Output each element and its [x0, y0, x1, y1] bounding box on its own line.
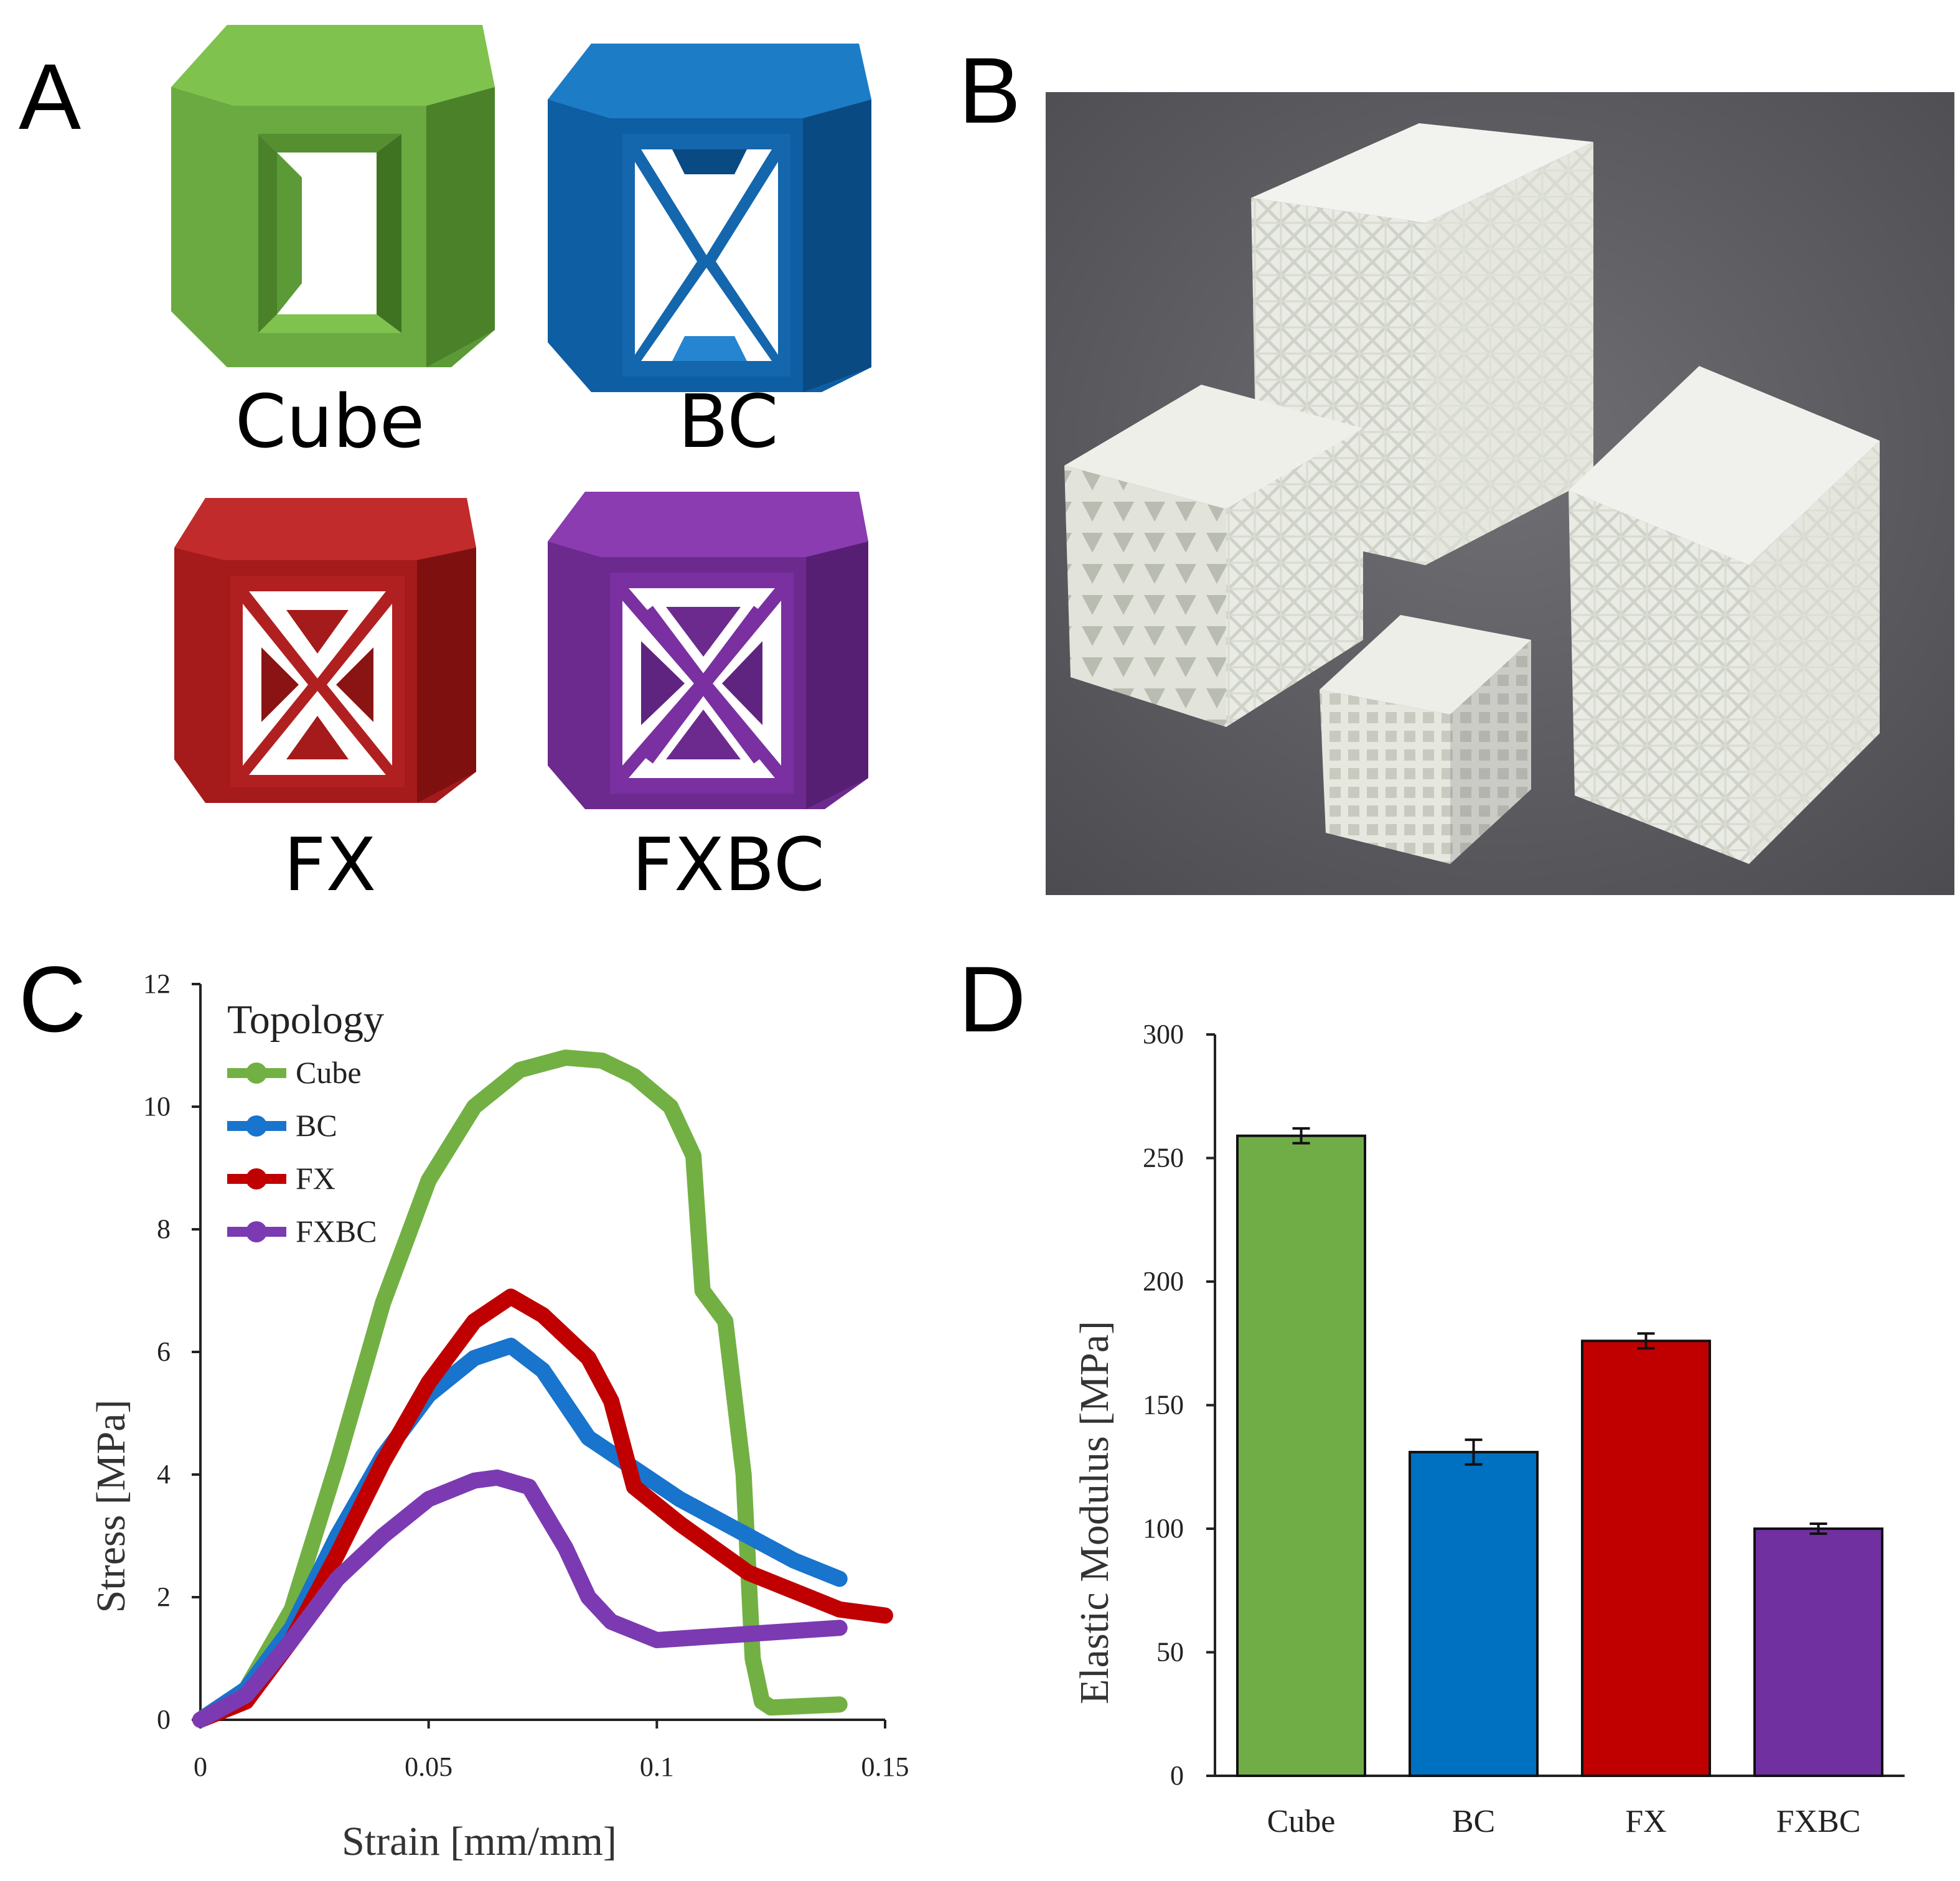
bar-y-tick-label: 50	[1156, 1637, 1184, 1668]
bar-category-label-fx: FX	[1625, 1804, 1666, 1839]
bar-y-tick-label: 200	[1143, 1266, 1184, 1297]
bar-y-axis-label: Elastic Modulus [MPa]	[1072, 1321, 1117, 1704]
cube-lattice-icon	[171, 25, 495, 367]
lattice-sample-medium-left	[1064, 385, 1363, 727]
legend-marker-bc	[246, 1115, 267, 1137]
legend-marker-fx	[246, 1168, 267, 1189]
printed-lattice-photo	[1046, 92, 1954, 895]
y-tick-label: 12	[143, 969, 171, 999]
legend-marker-cube	[246, 1062, 267, 1084]
bar-y-tick-label: 250	[1143, 1143, 1184, 1173]
lattice-sample-medium-right	[1568, 366, 1880, 864]
bar-category-label-fxbc: FXBC	[1776, 1804, 1861, 1839]
unit-cell-label-fx: FX	[283, 822, 377, 908]
stress-strain-chart: 0 2 4 6 8 10 12 0 0.05 0.1 0.15 Topology Cube BC FX F…	[88, 969, 909, 1864]
lattice-sample-small	[1320, 615, 1531, 864]
bar-y-tick-label: 100	[1143, 1513, 1184, 1544]
panel-letter-b: B	[959, 38, 1021, 143]
x-axis-label: Strain [mm/mm]	[342, 1819, 617, 1864]
unit-cell-label-fxbc: FXBC	[632, 822, 825, 908]
legend-title: Topology	[227, 997, 384, 1043]
x-tick-label: 0.1	[640, 1752, 674, 1782]
bar-fxbc	[1753, 1527, 1883, 1777]
panel-letter-c: C	[19, 947, 87, 1051]
unit-cell-label-bc: BC	[678, 378, 779, 464]
bar-category-label-cube: Cube	[1267, 1804, 1336, 1839]
bar-category-label-bc: BC	[1452, 1804, 1495, 1839]
panel-letter-d: D	[959, 947, 1026, 1051]
x-tick-label: 0	[194, 1752, 207, 1782]
legend-marker-fxbc	[246, 1221, 267, 1242]
bar-y-tick-label: 150	[1143, 1390, 1184, 1420]
bar-y-tick-label: 0	[1170, 1760, 1184, 1791]
y-tick-label: 10	[143, 1091, 171, 1122]
fxbc-lattice-icon	[548, 492, 868, 809]
fx-lattice-icon	[174, 498, 476, 803]
panel-letter-a: A	[19, 44, 82, 149]
bar-y-tick-label: 300	[1143, 1019, 1184, 1049]
y-tick-label: 2	[157, 1582, 171, 1612]
series-line-bc	[192, 1338, 848, 1728]
y-tick-label: 6	[157, 1336, 171, 1367]
legend-label-cube: Cube	[296, 1055, 362, 1090]
bc-lattice-icon	[548, 44, 871, 392]
legend-label-bc: BC	[296, 1108, 337, 1143]
series-line-fxbc	[192, 1469, 848, 1728]
y-tick-label: 8	[157, 1214, 171, 1244]
bar-cube	[1236, 1134, 1366, 1777]
unit-cell-grid	[171, 25, 871, 809]
bar-fx	[1581, 1339, 1711, 1777]
y-axis-label: Stress [MPa]	[88, 1400, 134, 1613]
y-tick-label: 0	[157, 1704, 171, 1735]
elastic-modulus-chart: 0 50 100 150 200 250 300 Cube BC FX FXBC Elastic …	[1072, 1019, 1905, 1839]
unit-cell-label-cube: Cube	[235, 378, 425, 464]
series-line-fx	[192, 1288, 893, 1728]
x-tick-label: 0.15	[861, 1752, 909, 1782]
x-tick-label: 0.05	[405, 1752, 452, 1782]
y-tick-label: 4	[157, 1459, 171, 1489]
legend-label-fxbc: FXBC	[296, 1214, 377, 1249]
legend-label-fx: FX	[296, 1161, 335, 1196]
bar-bc	[1409, 1450, 1539, 1777]
